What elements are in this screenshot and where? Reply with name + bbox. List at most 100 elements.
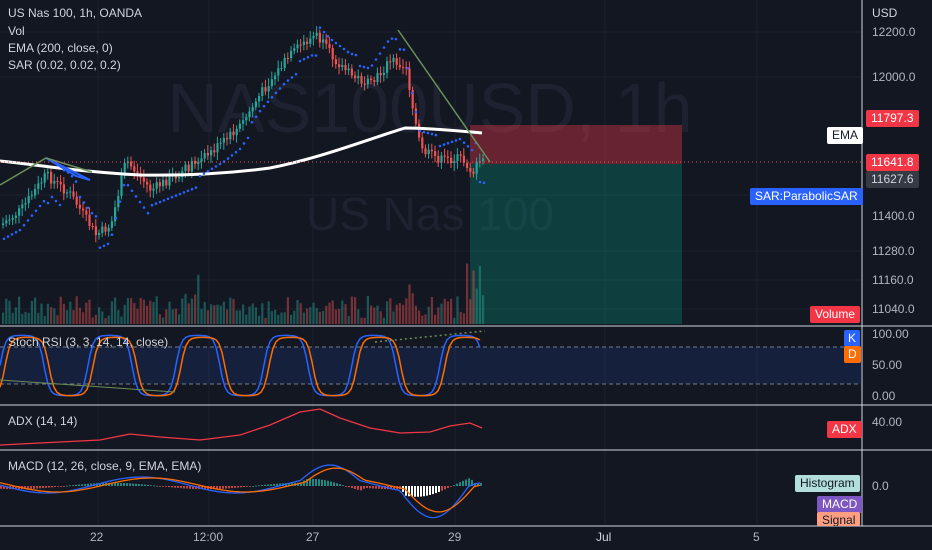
candle-body <box>222 137 225 143</box>
macd-histogram-bar <box>357 486 359 490</box>
candle-body <box>232 131 235 136</box>
volume-bar <box>232 298 235 324</box>
candle-body <box>152 188 155 191</box>
sar-dot <box>130 189 134 193</box>
symbol-legend[interactable]: US Nas 100, 1h, OANDA <box>8 6 143 20</box>
sar-dot <box>182 191 186 194</box>
candle-body <box>69 191 72 193</box>
trend-line-drawing[interactable] <box>45 157 91 181</box>
candle-body <box>421 137 424 149</box>
position-risk-zone[interactable] <box>470 125 682 164</box>
sar-dot <box>470 148 474 152</box>
volume-bar <box>203 302 206 324</box>
volume-bar <box>325 305 328 324</box>
volume-bar <box>194 294 197 324</box>
sar-dot <box>178 192 182 196</box>
candle-body <box>469 167 472 172</box>
volume-bar <box>462 313 465 324</box>
stoch-legend[interactable]: Stoch RSI (3, 3, 14, 14, close) <box>8 335 169 349</box>
sar-dot <box>382 46 386 49</box>
candle-body <box>126 161 129 163</box>
volume-series-tag: Volume <box>810 306 861 323</box>
macd-legend[interactable]: MACD (12, 26, close, 9, EMA, EMA) <box>8 459 202 473</box>
candle-body <box>178 177 181 179</box>
time-tick: 27 <box>306 530 320 544</box>
volume-bar <box>226 309 229 324</box>
stoch-trend-line[interactable] <box>374 330 486 343</box>
macd-histogram-bar <box>60 486 62 487</box>
volume-bar <box>213 305 216 324</box>
macd-histogram-bar <box>420 486 422 497</box>
candle-body <box>27 196 30 204</box>
sar-dot <box>186 189 190 193</box>
volume-bar <box>248 306 251 324</box>
candle-body <box>194 160 197 164</box>
volume-bar <box>251 303 254 324</box>
position-reward-zone[interactable] <box>470 164 682 324</box>
candle-body <box>306 41 309 44</box>
currency-label: USD <box>872 6 898 20</box>
macd-histogram-bar <box>318 479 320 486</box>
volume-bar <box>341 300 344 324</box>
sar-legend[interactable]: SAR (0.02, 0.02, 0.2) <box>8 58 121 72</box>
sar-dot <box>254 115 258 119</box>
sar-dot <box>158 200 162 204</box>
macd-histogram-bar <box>45 486 47 488</box>
stoch-d-line <box>0 336 481 397</box>
candle-body <box>187 164 190 172</box>
volume-bar <box>309 307 312 324</box>
macd-histogram-bar <box>201 486 203 490</box>
macd-histogram-bar <box>225 486 227 489</box>
candle-body <box>94 226 97 236</box>
candle-body <box>238 123 241 129</box>
macd-histogram-bar <box>303 480 305 486</box>
macd-histogram-bar <box>171 486 173 488</box>
candle-body <box>85 210 88 215</box>
candle-body <box>142 177 145 182</box>
sar-dot <box>462 141 466 144</box>
sar-dot <box>402 48 406 51</box>
vol-legend[interactable]: Vol <box>8 24 25 38</box>
candle-body <box>347 68 350 71</box>
sar-dot <box>210 167 214 171</box>
macd-histogram-bar <box>63 486 65 487</box>
adx-tag: ADX <box>827 421 862 438</box>
candle-body <box>338 64 341 68</box>
candle-body <box>107 227 110 232</box>
pane-separators[interactable] <box>0 0 932 527</box>
volume-bar <box>475 288 478 324</box>
volume-bar <box>472 270 475 324</box>
volume-bar <box>8 300 11 324</box>
volume-bar <box>187 303 190 324</box>
macd-histogram-bar <box>450 486 452 487</box>
macd-histogram-bar <box>30 486 32 489</box>
volume-bar <box>24 311 27 324</box>
candle-body <box>456 154 459 161</box>
candle-body <box>88 214 91 227</box>
sar-dot <box>270 96 274 99</box>
candle-body <box>475 161 478 174</box>
adx-legend[interactable]: ADX (14, 14) <box>8 414 78 428</box>
sar-dot <box>418 129 422 133</box>
volume-bar <box>59 296 62 324</box>
sar-dot <box>202 172 206 175</box>
sar-dot <box>370 64 374 67</box>
volume-bar <box>338 308 341 324</box>
macd-histogram-bar <box>81 484 83 486</box>
volume-bar <box>312 302 315 324</box>
macd-histogram-bar <box>180 486 182 489</box>
candle-body <box>379 72 382 76</box>
macd-histogram-bar <box>453 485 455 486</box>
down-trend-line[interactable] <box>397 29 491 163</box>
stoch-trend-line-2[interactable] <box>0 379 176 393</box>
ema-legend[interactable]: EMA (200, close, 0) <box>8 41 113 55</box>
sar-dot <box>422 130 426 134</box>
candle-body <box>370 78 373 81</box>
macd-histogram-bar <box>222 486 224 489</box>
sar-dot <box>170 195 174 199</box>
volume-bar <box>21 313 24 324</box>
candle-body <box>482 158 485 162</box>
trend-line-grey[interactable] <box>0 157 93 186</box>
volume-bar <box>418 310 421 324</box>
